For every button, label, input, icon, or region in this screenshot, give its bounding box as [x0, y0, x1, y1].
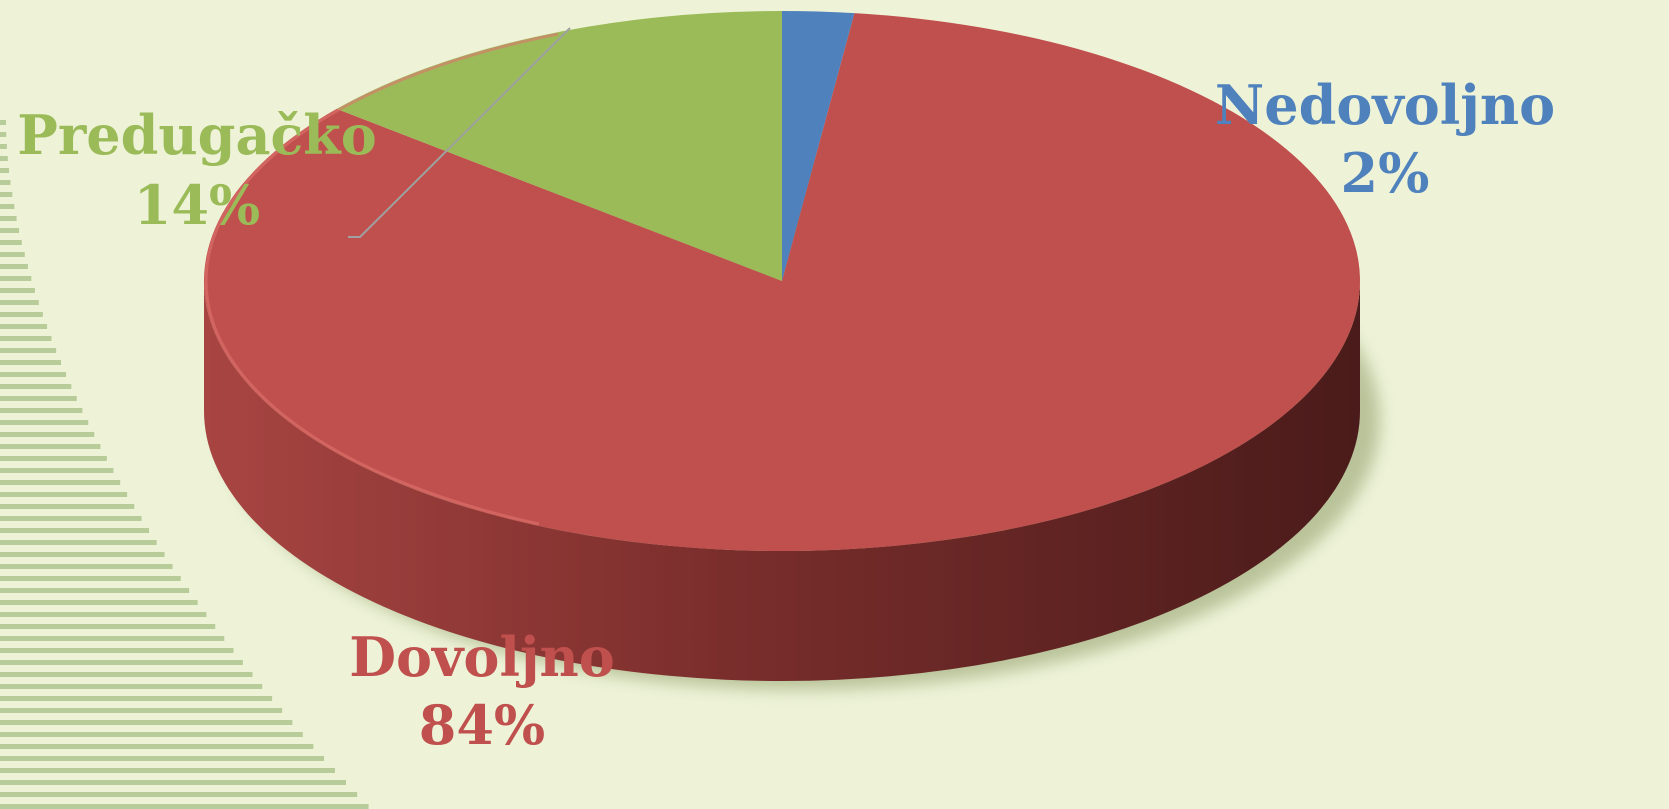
stripe	[0, 132, 7, 137]
stripe	[0, 120, 6, 125]
stripe	[0, 768, 335, 773]
stripe	[0, 192, 13, 197]
stripe	[0, 624, 216, 629]
stripe	[0, 360, 62, 365]
pie-slice	[203, 13, 1360, 552]
stripe	[0, 672, 253, 677]
stripe	[0, 756, 325, 761]
stripe	[0, 420, 89, 425]
stripe	[0, 708, 283, 713]
stripe	[0, 408, 83, 413]
stripe	[0, 780, 346, 785]
data-label-value: 2%	[1341, 141, 1430, 205]
stripe	[0, 204, 15, 209]
stripe	[0, 240, 22, 245]
pie	[203, 11, 1360, 681]
stripe	[0, 276, 32, 281]
stripe	[0, 540, 157, 545]
decoration	[0, 120, 369, 809]
stripe	[0, 648, 234, 653]
stripe	[0, 288, 35, 293]
stripe	[0, 528, 150, 533]
stripe	[0, 216, 17, 221]
stripe	[0, 552, 165, 557]
stripe	[0, 720, 293, 725]
stripe	[0, 684, 263, 689]
rim-highlight	[204, 11, 1360, 551]
stripe	[0, 396, 77, 401]
data-label-name: Predugačko	[17, 103, 377, 167]
stripe	[0, 228, 20, 233]
stripe	[0, 336, 52, 341]
stripe	[0, 564, 173, 569]
stripe	[0, 600, 198, 605]
stripe	[0, 612, 207, 617]
stripe	[0, 804, 369, 809]
data-label-value: 14%	[134, 173, 260, 237]
stripe	[0, 696, 273, 701]
stripe	[0, 576, 181, 581]
data-label-name: Nedovoljno	[1215, 73, 1555, 137]
stripe	[0, 516, 142, 521]
pie-side	[204, 281, 1360, 681]
data-label-value: 84%	[419, 693, 545, 757]
stripe	[0, 588, 190, 593]
stripe	[0, 252, 25, 257]
stripe	[0, 660, 243, 665]
stripe	[0, 348, 57, 353]
stripe	[0, 468, 114, 473]
data-label-name: Dovoljno	[349, 625, 615, 689]
stripe	[0, 312, 43, 317]
stripe	[0, 300, 39, 305]
stripe	[0, 324, 48, 329]
stripe	[0, 144, 7, 149]
stripe	[0, 372, 67, 377]
stripe	[0, 744, 314, 749]
stripe	[0, 432, 95, 437]
stripe	[0, 636, 225, 641]
stripe	[0, 168, 10, 173]
stripe	[0, 444, 101, 449]
leader-line	[348, 27, 571, 238]
stripe	[0, 792, 358, 797]
stripe	[0, 156, 8, 161]
pie-slice	[782, 11, 855, 281]
pie-slice	[336, 11, 782, 281]
stripe	[0, 480, 121, 485]
stripe	[0, 180, 11, 185]
stripe	[0, 504, 135, 509]
stripe	[0, 732, 303, 737]
stripe	[0, 492, 128, 497]
stripe	[0, 384, 72, 389]
stripe	[0, 264, 28, 269]
stripe	[0, 456, 107, 461]
